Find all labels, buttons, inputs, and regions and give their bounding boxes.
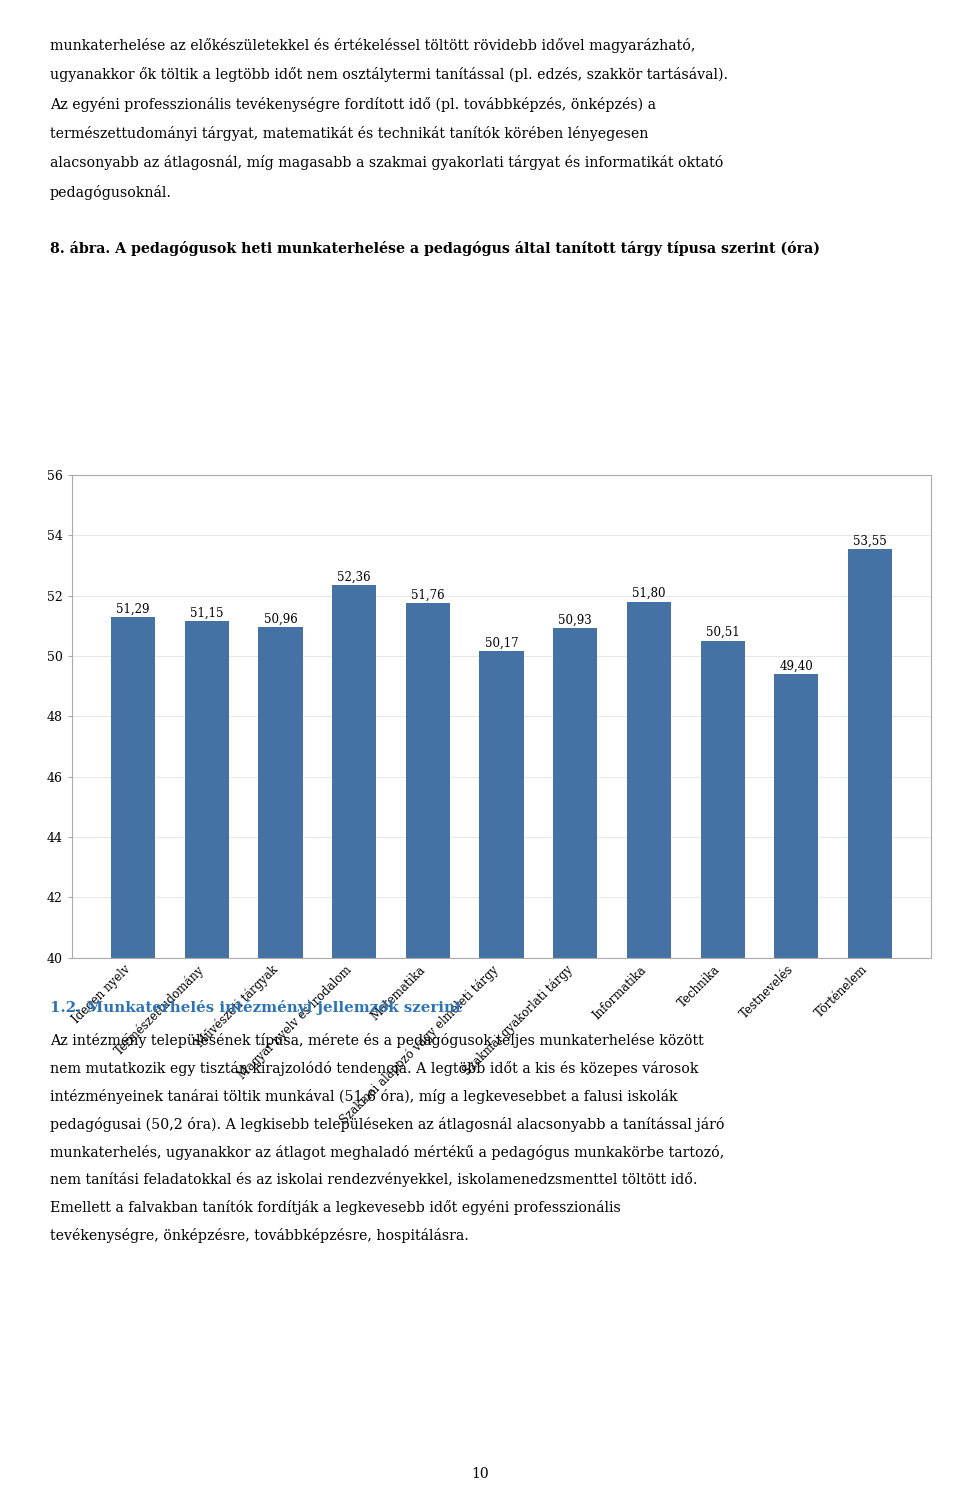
- Text: nem mutatkozik egy tisztán kirajzolódó tendencia. A legtöbb időt a kis és közepe: nem mutatkozik egy tisztán kirajzolódó t…: [50, 1062, 698, 1075]
- Text: pedagógusoknál.: pedagógusoknál.: [50, 185, 172, 199]
- Bar: [553, 627, 597, 1508]
- Text: Emellett a falvakban tanítók fordítják a legkevesebb időt egyéni professzionális: Emellett a falvakban tanítók fordítják a…: [50, 1200, 621, 1215]
- Text: 8. ábra. A pedagógusok heti munkaterhelése a pedagógus által tanított tárgy típu: 8. ábra. A pedagógusok heti munkaterhelé…: [50, 241, 820, 256]
- Text: pedagógusai (50,2 óra). A legkisebb településeken az átlagosnál alacsonyabb a ta: pedagógusai (50,2 óra). A legkisebb tele…: [50, 1116, 725, 1131]
- Bar: [184, 621, 228, 1508]
- Bar: [775, 674, 819, 1508]
- Text: 51,15: 51,15: [190, 606, 224, 620]
- Text: 50,93: 50,93: [559, 614, 592, 626]
- Bar: [627, 602, 671, 1508]
- Bar: [701, 641, 745, 1508]
- Text: természettudományi tárgyat, matematikát és technikát tanítók körében lényegesen: természettudományi tárgyat, matematikát …: [50, 127, 648, 140]
- Bar: [111, 617, 156, 1508]
- Text: Az intézmény településének típusa, mérete és a pedagógusok teljes munkaterhelése: Az intézmény településének típusa, méret…: [50, 1033, 704, 1048]
- Text: tevékenységre, önképzésre, továbbképzésre, hospitálásra.: tevékenységre, önképzésre, továbbképzésr…: [50, 1228, 468, 1243]
- Text: Az egyéni professzionális tevékenységre fordított idő (pl. továbbképzés, önképzé: Az egyéni professzionális tevékenységre …: [50, 97, 656, 112]
- Bar: [479, 651, 524, 1508]
- Text: 53,55: 53,55: [853, 534, 887, 547]
- Text: 50,17: 50,17: [485, 636, 518, 650]
- Text: 51,80: 51,80: [633, 587, 665, 600]
- Text: munkaterhelés, ugyanakkor az átlagot meghaladó mértékű a pedagógus munkakörbe ta: munkaterhelés, ugyanakkor az átlagot meg…: [50, 1145, 724, 1160]
- Text: ugyanakkor ők töltik a legtöbb időt nem osztálytermi tanítással (pl. edzés, szak: ugyanakkor ők töltik a legtöbb időt nem …: [50, 68, 728, 81]
- Text: 10: 10: [471, 1467, 489, 1481]
- Text: nem tanítási feladatokkal és az iskolai rendezvényekkel, iskolamenedzsmenttel tö: nem tanítási feladatokkal és az iskolai …: [50, 1173, 697, 1187]
- Bar: [332, 585, 376, 1508]
- Bar: [406, 603, 450, 1508]
- Text: 52,36: 52,36: [337, 570, 371, 584]
- Text: alacsonyabb az átlagosnál, míg magasabb a szakmai gyakorlati tárgyat és informat: alacsonyabb az átlagosnál, míg magasabb …: [50, 155, 723, 170]
- Text: 1.2. Munkaterhelés intézményi jellemzők szerint: 1.2. Munkaterhelés intézményi jellemzők …: [50, 1000, 462, 1015]
- Text: 50,51: 50,51: [706, 626, 739, 639]
- Text: 51,29: 51,29: [116, 603, 150, 615]
- Text: intézményeinek tanárai töltik munkával (51,6 óra), míg a legkevesebbet a falusi : intézményeinek tanárai töltik munkával (…: [50, 1089, 678, 1104]
- Text: 51,76: 51,76: [411, 588, 444, 602]
- Text: 50,96: 50,96: [264, 612, 298, 626]
- Bar: [258, 627, 302, 1508]
- Text: munkaterhelése az előkészületekkel és értékeléssel töltött rövidebb idővel magya: munkaterhelése az előkészületekkel és ér…: [50, 38, 695, 53]
- Bar: [848, 549, 892, 1508]
- Text: 49,40: 49,40: [780, 659, 813, 673]
